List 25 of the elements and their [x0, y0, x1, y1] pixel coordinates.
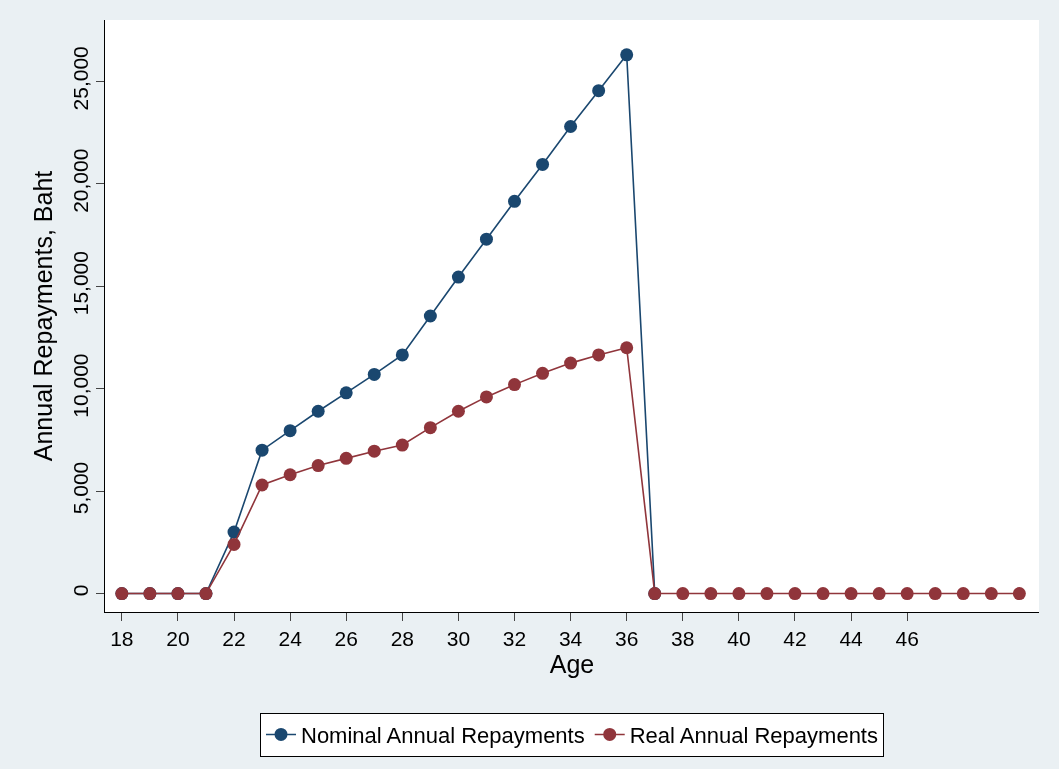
x-tick-label: 24 — [278, 627, 303, 651]
y-tick-label: 0 — [68, 584, 92, 597]
y-tick-label: 5,000 — [68, 461, 92, 515]
x-tick-label: 22 — [222, 627, 246, 651]
legend-label: Nominal Annual Repayments — [301, 723, 585, 749]
x-tick-label: 32 — [502, 627, 527, 651]
x-tick-label: 46 — [895, 627, 919, 651]
x-tick-label: 34 — [558, 627, 583, 651]
x-tick-label: 18 — [110, 627, 134, 651]
x-tick-label: 40 — [727, 627, 751, 651]
y-tick-label: 20,000 — [68, 148, 92, 213]
y-axis-title: Annual Repayments, Baht — [29, 170, 58, 462]
x-axis-title: Age — [549, 650, 595, 679]
x-tick-label: 30 — [446, 627, 471, 651]
y-tick-label: 25,000 — [68, 46, 92, 111]
y-tick-label: 10,000 — [68, 353, 92, 418]
x-tick-label: 44 — [839, 627, 864, 651]
x-tick-label: 42 — [783, 627, 807, 651]
x-tick-label: 20 — [166, 627, 190, 651]
legend-label: Real Annual Repayments — [629, 723, 878, 749]
x-tick-label: 38 — [671, 627, 695, 651]
x-tick-label: 26 — [334, 627, 358, 651]
x-tick-label: 36 — [615, 627, 639, 651]
x-tick-label: 28 — [390, 627, 414, 651]
y-tick-label: 15,000 — [68, 251, 92, 316]
